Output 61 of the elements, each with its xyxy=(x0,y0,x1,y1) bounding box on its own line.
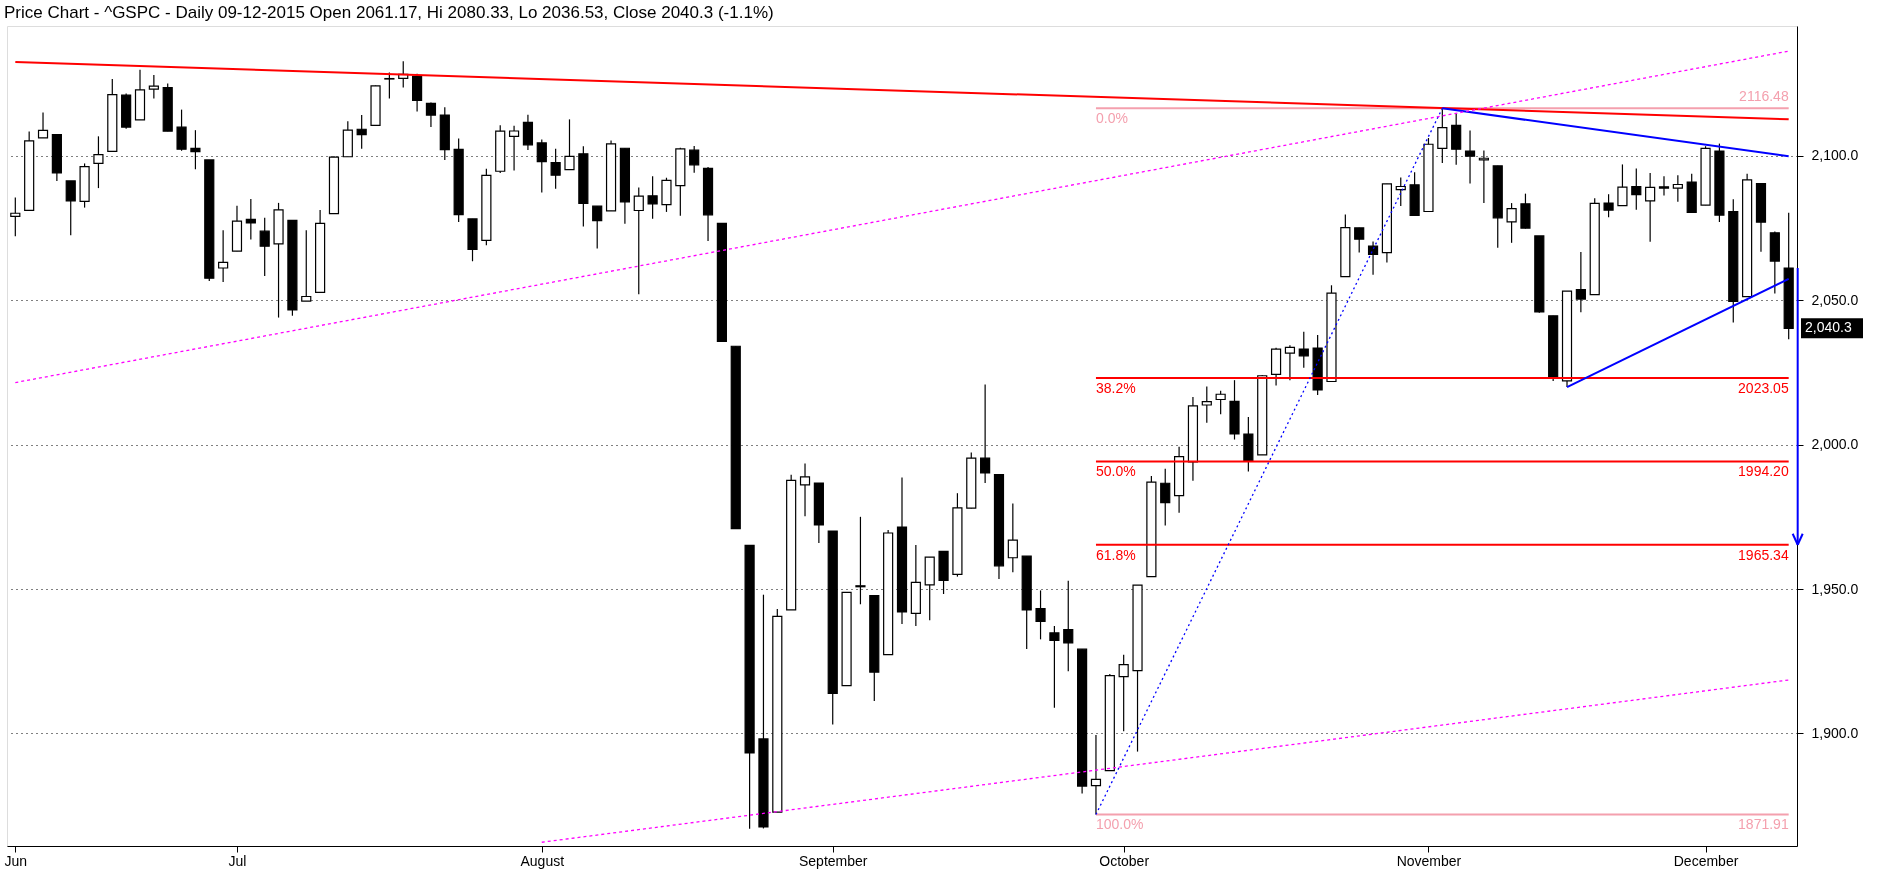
candlestick xyxy=(1506,202,1517,244)
candlestick xyxy=(1464,129,1476,185)
candlestick xyxy=(1658,175,1670,197)
candlestick xyxy=(356,114,367,150)
candlestick xyxy=(1603,193,1614,218)
candlestick xyxy=(1201,385,1212,424)
candlestick xyxy=(1118,654,1129,732)
annotation: 50.0% xyxy=(1095,463,1136,480)
candlestick xyxy=(1437,107,1448,164)
candlestick xyxy=(1354,227,1365,254)
x-tick-label: Jun xyxy=(4,852,28,869)
candlestick xyxy=(37,111,49,139)
candlestick xyxy=(65,180,76,236)
ref-line-label: 2116.48 xyxy=(1739,88,1789,105)
candlestick xyxy=(1395,176,1406,207)
ref-line-label: 2023.05 xyxy=(1738,380,1789,397)
annotation: 61.8% xyxy=(1095,546,1136,563)
x-tick-label: October xyxy=(1099,852,1150,869)
candlestick xyxy=(647,175,658,220)
y-tick-label: 2,000.0 xyxy=(1811,436,1859,453)
y-tick-label: 1,950.0 xyxy=(1811,580,1859,597)
text: 2,040.3 xyxy=(1805,319,1852,336)
ref-line-label: 1965.34 xyxy=(1738,546,1789,563)
ref-line-label: 1994.20 xyxy=(1738,463,1789,480)
candlestick xyxy=(218,229,229,283)
candlestick xyxy=(1617,163,1628,207)
candlestick xyxy=(1160,468,1171,527)
ref-line-label: 1871.91 xyxy=(1738,816,1789,833)
candlestick xyxy=(1035,589,1046,640)
chart-title: Price Chart - ^GSPC - Daily 09-12-2015 Open 2061.17, Hi 2080.33, Lo 2036.53, Close 2040.3 (-1.1%) xyxy=(4,3,774,22)
candlestick xyxy=(384,71,395,100)
y-tick-label: 2,100.0 xyxy=(1811,147,1859,164)
candlestick xyxy=(176,109,187,152)
candlestick xyxy=(148,74,159,100)
candlestick xyxy=(245,198,256,241)
candlestick xyxy=(1007,502,1018,573)
candlestick xyxy=(522,114,534,151)
candlestick xyxy=(1645,172,1656,243)
candlestick xyxy=(592,205,603,250)
annotation: 100.0% xyxy=(1095,816,1144,833)
candlestick xyxy=(1090,734,1102,816)
candlestick xyxy=(1631,168,1642,211)
candlestick xyxy=(10,196,21,237)
x-tick-label: December xyxy=(1673,852,1739,869)
x-tick-label: Jul xyxy=(228,852,247,869)
candlestick xyxy=(633,186,644,295)
annotation: 0.0% xyxy=(1095,110,1128,127)
x-tick-label: September xyxy=(798,852,868,869)
candlestick xyxy=(1284,344,1296,381)
candlestick xyxy=(1049,625,1060,709)
candlestick xyxy=(425,101,437,128)
annotation: 38.2% xyxy=(1095,380,1136,397)
x-tick-label: November xyxy=(1396,852,1462,869)
y-tick-label: 1,900.0 xyxy=(1811,724,1859,741)
candlestick xyxy=(259,217,270,277)
candlestick xyxy=(1672,174,1683,203)
x-tick-label: August xyxy=(520,852,565,869)
candlestick xyxy=(1215,390,1226,415)
candlestick xyxy=(1298,331,1309,369)
y-tick-label: 2,050.0 xyxy=(1811,291,1859,308)
candlestick xyxy=(799,462,811,517)
